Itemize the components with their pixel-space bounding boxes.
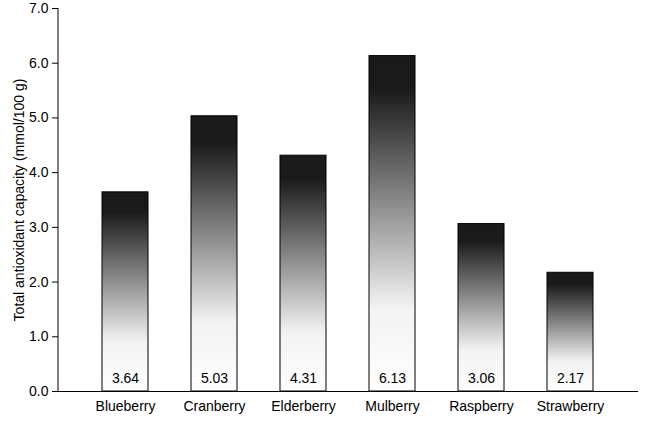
- svg-text:4.0: 4.0: [29, 164, 49, 180]
- svg-text:4.31: 4.31: [290, 370, 317, 386]
- svg-text:Cranberry: Cranberry: [183, 398, 245, 414]
- svg-text:1.0: 1.0: [29, 328, 49, 344]
- svg-text:2.17: 2.17: [557, 370, 584, 386]
- svg-text:6.13: 6.13: [379, 370, 406, 386]
- svg-text:0.0: 0.0: [29, 383, 49, 399]
- svg-text:2.0: 2.0: [29, 274, 49, 290]
- svg-text:5.03: 5.03: [201, 370, 228, 386]
- svg-text:3.0: 3.0: [29, 219, 49, 235]
- svg-text:Mulberry: Mulberry: [365, 398, 419, 414]
- svg-text:3.64: 3.64: [112, 370, 139, 386]
- svg-text:3.06: 3.06: [468, 370, 495, 386]
- svg-text:Blueberry: Blueberry: [96, 398, 156, 414]
- svg-text:Raspberry: Raspberry: [449, 398, 514, 414]
- svg-text:5.0: 5.0: [29, 109, 49, 125]
- svg-text:Total antioxidant capacity (mm: Total antioxidant capacity (mmol/100 g): [11, 79, 27, 322]
- svg-text:6.0: 6.0: [29, 55, 49, 71]
- svg-text:Strawberry: Strawberry: [537, 398, 605, 414]
- svg-text:7.0: 7.0: [29, 0, 49, 16]
- svg-text:Elderberry: Elderberry: [271, 398, 336, 414]
